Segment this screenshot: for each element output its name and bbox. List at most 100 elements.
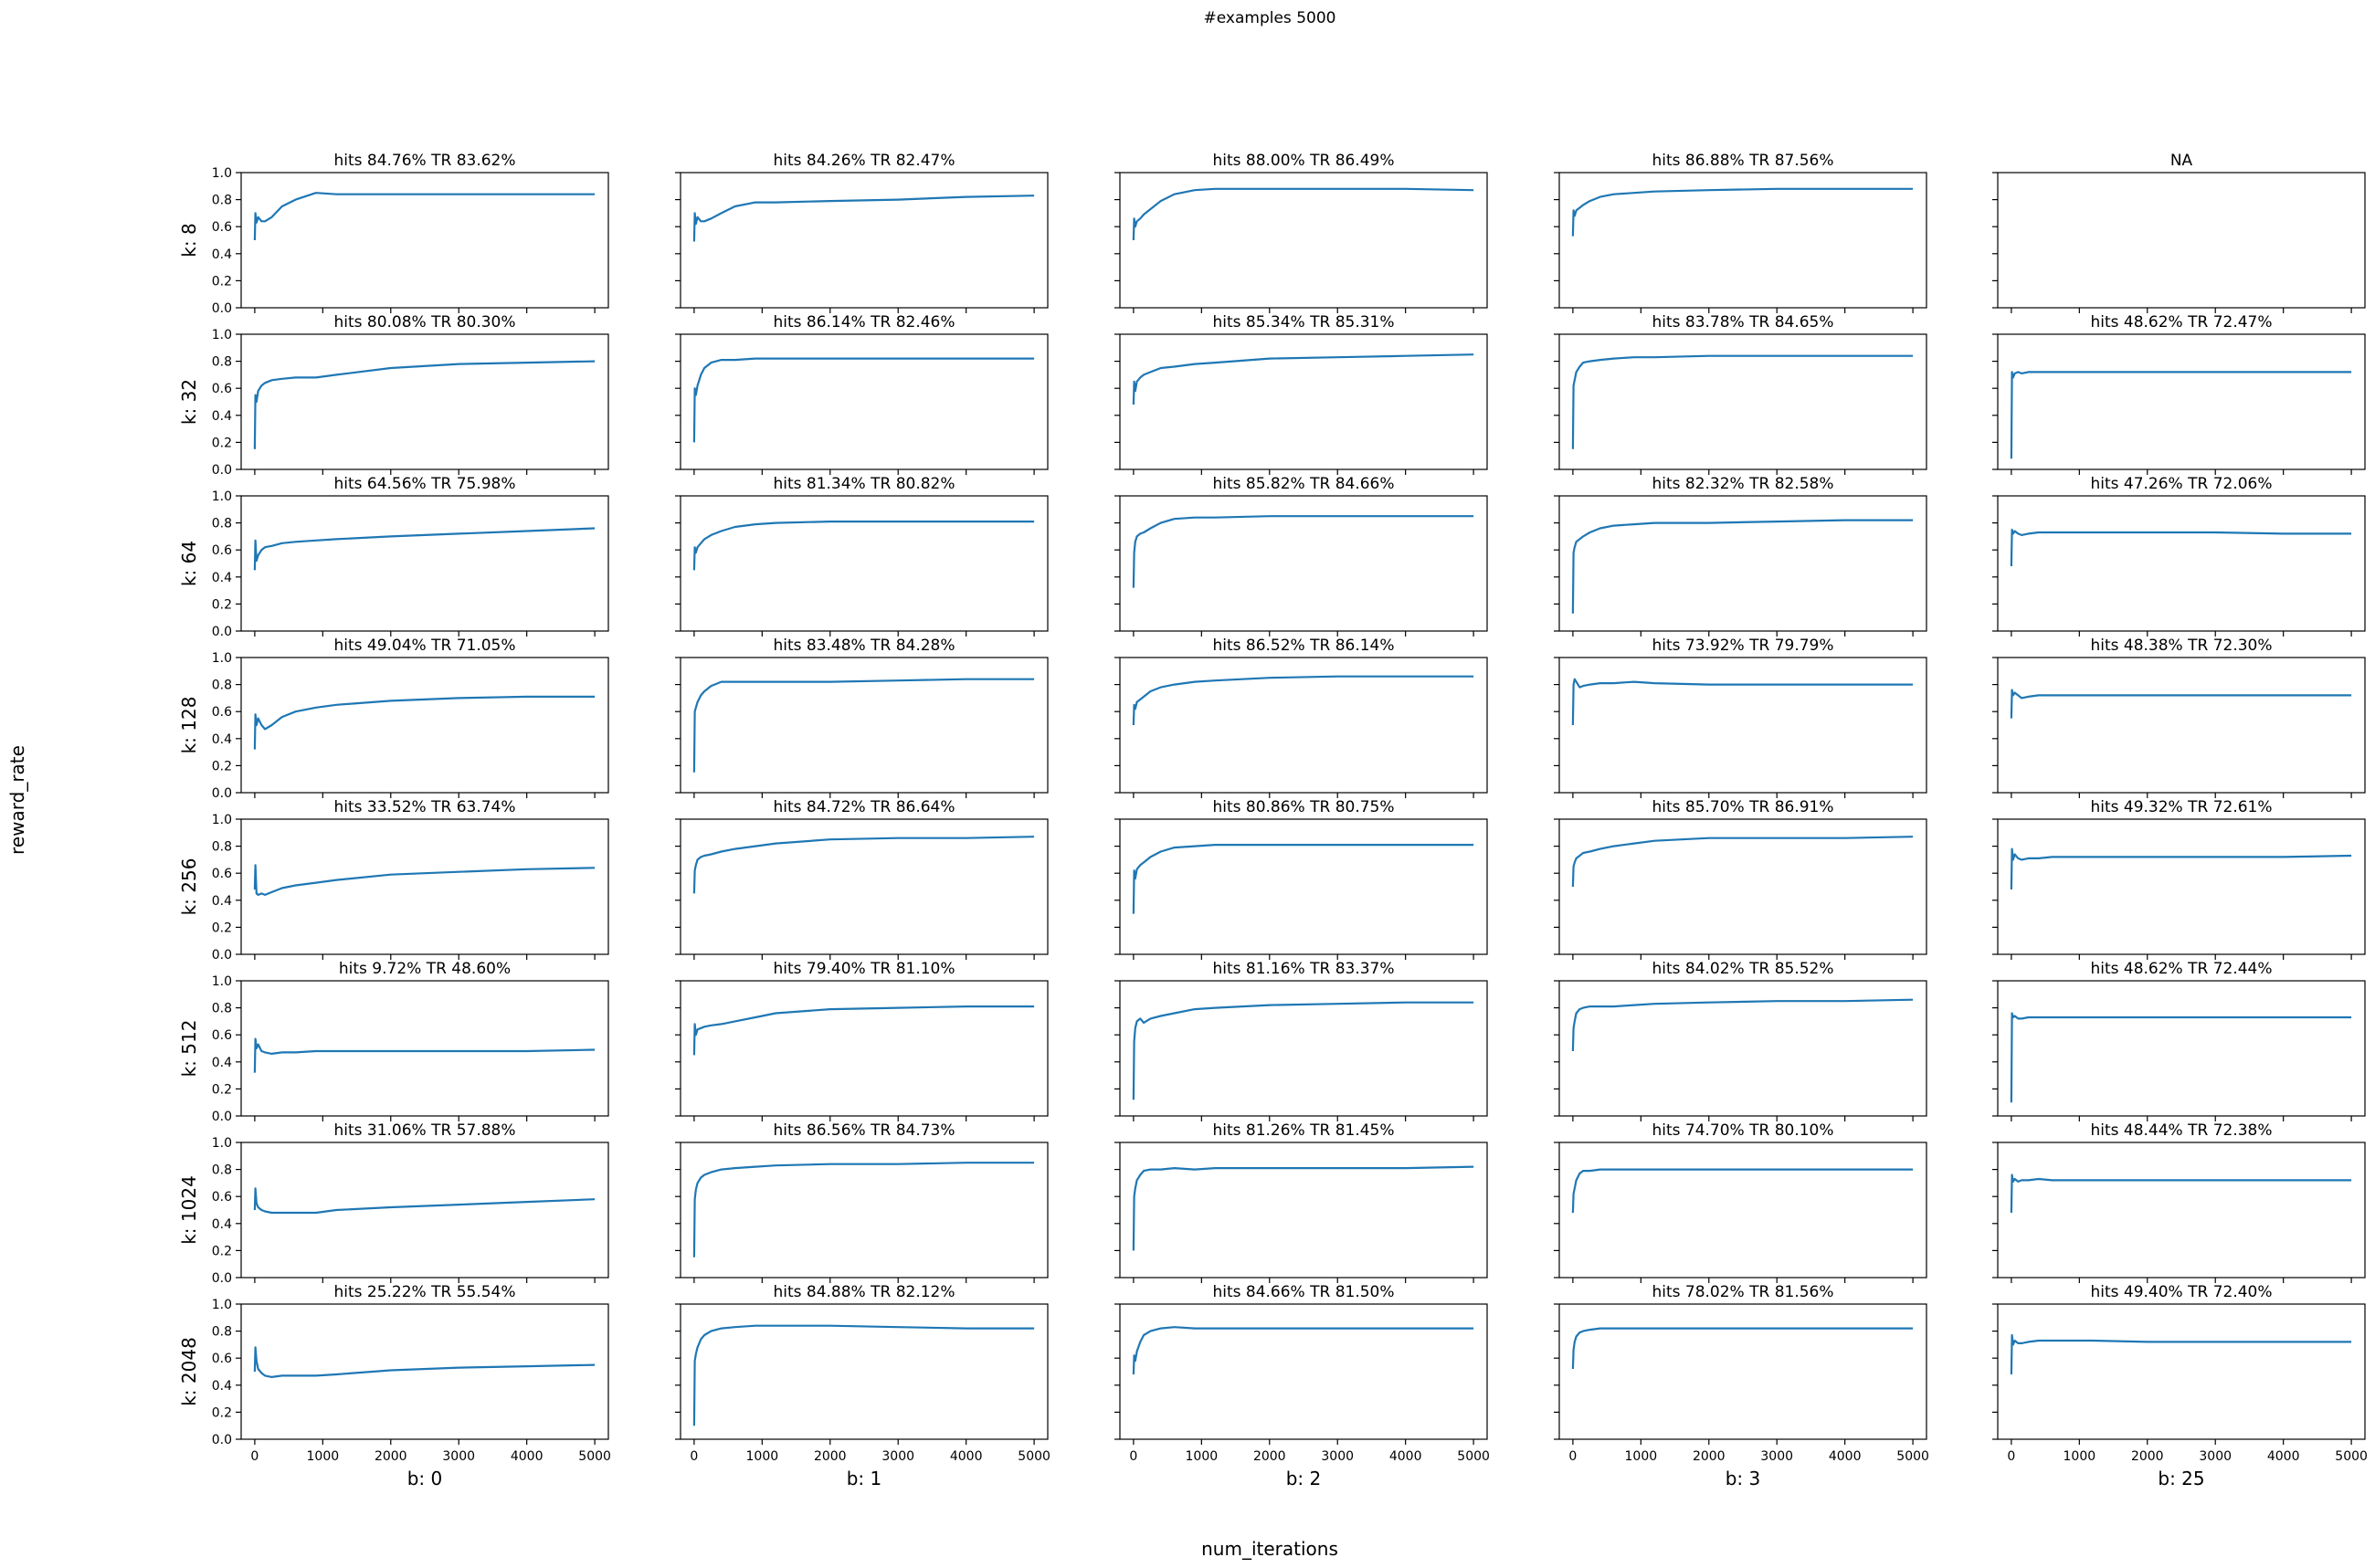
axes-frame	[1558, 818, 1927, 955]
series-line	[2010, 847, 2352, 890]
subplot-title: hits 84.88% TR 82.12%	[773, 1283, 955, 1301]
subplot-title: hits 88.00% TR 86.49%	[1212, 152, 1394, 170]
subplot-r0-c0: hits 84.76% TR 83.62% 0.0 0.2 0.4 0.6 0.8 1.0 k…	[178, 152, 609, 316]
subplot-r1-c4: hits 48.62% TR 72.47%	[1992, 313, 2366, 475]
y-tick-label: 0.8	[212, 517, 232, 531]
x-tick-label: 5000	[2335, 1449, 2368, 1464]
x-tick-label: 1000	[2064, 1449, 2096, 1464]
subplot-title: hits 81.26% TR 81.45%	[1212, 1121, 1394, 1140]
y-tick-label: 1.0	[212, 651, 232, 666]
y-tick-label: 0.0	[212, 786, 232, 801]
subplot-title: hits 86.14% TR 82.46%	[773, 313, 955, 331]
series-line	[253, 192, 596, 241]
subplot-r4-c3: hits 85.70% TR 86.91%	[1554, 798, 1927, 960]
subplot-title: hits 49.04% TR 71.05%	[333, 637, 515, 655]
subplot-title: hits 25.22% TR 55.54%	[333, 1283, 515, 1301]
series-line	[692, 357, 1035, 443]
subplot-title: hits 86.88% TR 87.56%	[1652, 152, 1833, 170]
subplot-r3-c3: hits 73.92% TR 79.79%	[1554, 637, 1927, 798]
y-tick-label: 0.4	[212, 571, 232, 585]
y-tick-label: 0.2	[212, 274, 232, 289]
x-tick-label: 4000	[1389, 1449, 1422, 1464]
figure-suptitle: #examples 5000	[1204, 9, 1336, 27]
subplot-r2-c1: hits 81.34% TR 80.82%	[675, 475, 1049, 637]
series-line	[2010, 528, 2352, 567]
series-line	[253, 1346, 596, 1379]
axes-frame	[1119, 980, 1488, 1117]
subplot-r6-c3: hits 74.70% TR 80.10%	[1554, 1121, 1927, 1283]
subplot-title: hits 80.86% TR 80.75%	[1212, 798, 1394, 816]
x-tick-label: 3000	[1321, 1449, 1354, 1464]
row-label: k: 8	[178, 223, 200, 257]
axes-frame	[1558, 333, 1927, 470]
subplot-title: hits 80.08% TR 80.30%	[333, 313, 515, 331]
series-line	[253, 864, 596, 897]
axes-frame	[680, 980, 1049, 1117]
x-tick-label: 4000	[950, 1449, 983, 1464]
subplot-r4-c4: hits 49.32% TR 72.61%	[1992, 798, 2366, 960]
x-tick-label: 0	[1129, 1449, 1137, 1464]
figure-ylabel: reward_rate	[6, 745, 28, 855]
y-tick-label: 1.0	[212, 813, 232, 827]
subplot-r7-c1: hits 84.88% TR 82.12% 0 1000 2000 3000 4000 50…	[675, 1283, 1050, 1489]
y-tick-label: 0.4	[212, 247, 232, 262]
axes-frame	[1558, 657, 1927, 794]
y-tick-label: 0.4	[212, 1217, 232, 1232]
series-line	[2010, 1012, 2352, 1103]
axes-frame	[680, 818, 1049, 955]
subplot-title: hits 85.82% TR 84.66%	[1212, 475, 1394, 493]
subplot-r0-c4: NA	[1992, 152, 2366, 313]
x-tick-label: 1000	[1186, 1449, 1219, 1464]
subplot-title: hits 48.62% TR 72.47%	[2090, 313, 2272, 331]
y-tick-label: 0.0	[212, 948, 232, 963]
subplot-title: hits 64.56% TR 75.98%	[333, 475, 515, 493]
series-line	[2010, 371, 2352, 459]
subplot-r2-c2: hits 85.82% TR 84.66%	[1114, 475, 1488, 637]
x-tick-label: 5000	[578, 1449, 611, 1464]
axes-frame	[680, 495, 1049, 632]
row-label: k: 2048	[178, 1337, 200, 1406]
y-tick-label: 1.0	[212, 328, 232, 342]
x-tick-label: 1000	[746, 1449, 779, 1464]
series-line	[1132, 675, 1474, 726]
axes-frame	[1997, 1142, 2366, 1279]
y-tick-label: 0.6	[212, 705, 232, 720]
series-line	[2010, 1333, 2352, 1375]
y-tick-label: 0.8	[212, 1325, 232, 1340]
subplot-r5-c3: hits 84.02% TR 85.52%	[1554, 960, 1927, 1121]
series-line	[253, 527, 596, 571]
y-tick-label: 1.0	[212, 1298, 232, 1312]
subplot-title: hits 33.52% TR 63.74%	[333, 798, 515, 816]
subplot-r5-c1: hits 79.40% TR 81.10%	[675, 960, 1049, 1121]
subplot-title: hits 9.72% TR 48.60%	[339, 960, 511, 978]
series-line	[253, 360, 596, 449]
x-tick-label: 4000	[2267, 1449, 2300, 1464]
y-tick-label: 0.4	[212, 732, 232, 747]
axes-frame	[1558, 495, 1927, 632]
subplot-r3-c1: hits 83.48% TR 84.28%	[675, 637, 1049, 798]
row-label: k: 128	[178, 697, 200, 754]
column-label: b: 2	[1286, 1468, 1322, 1489]
y-tick-label: 1.0	[212, 974, 232, 989]
y-tick-label: 0.0	[212, 1271, 232, 1286]
series-line	[253, 1037, 596, 1073]
subplot-r7-c3: hits 78.02% TR 81.56% 0 1000 2000 3000 4000 50…	[1554, 1283, 1929, 1489]
subplot-r0-c3: hits 86.88% TR 87.56%	[1554, 152, 1927, 313]
y-tick-label: 0.4	[212, 1056, 232, 1070]
y-tick-label: 0.2	[212, 597, 232, 612]
axes-frame	[1997, 495, 2366, 632]
figure-xlabel: num_iterations	[1201, 1538, 1338, 1560]
x-tick-label: 5000	[1896, 1449, 1929, 1464]
y-tick-label: 0.4	[212, 894, 232, 909]
series-line	[692, 678, 1035, 773]
subplot-r7-c0: hits 25.22% TR 55.54% 0.0 0.2 0.4 0.6 0.8 1.0 0…	[178, 1283, 611, 1489]
subplot-title: hits 49.40% TR 72.40%	[2090, 1283, 2272, 1301]
y-tick-label: 0.4	[212, 1379, 232, 1394]
x-tick-label: 2000	[2131, 1449, 2164, 1464]
axes-frame	[1997, 333, 2366, 470]
y-tick-label: 0.8	[212, 194, 232, 208]
subplot-r5-c0: hits 9.72% TR 48.60% 0.0 0.2 0.4 0.6 0.8 1.0 k:…	[178, 960, 609, 1124]
subplot-title: hits 48.62% TR 72.44%	[2090, 960, 2272, 978]
subplot-title: hits 48.44% TR 72.38%	[2090, 1121, 2272, 1140]
